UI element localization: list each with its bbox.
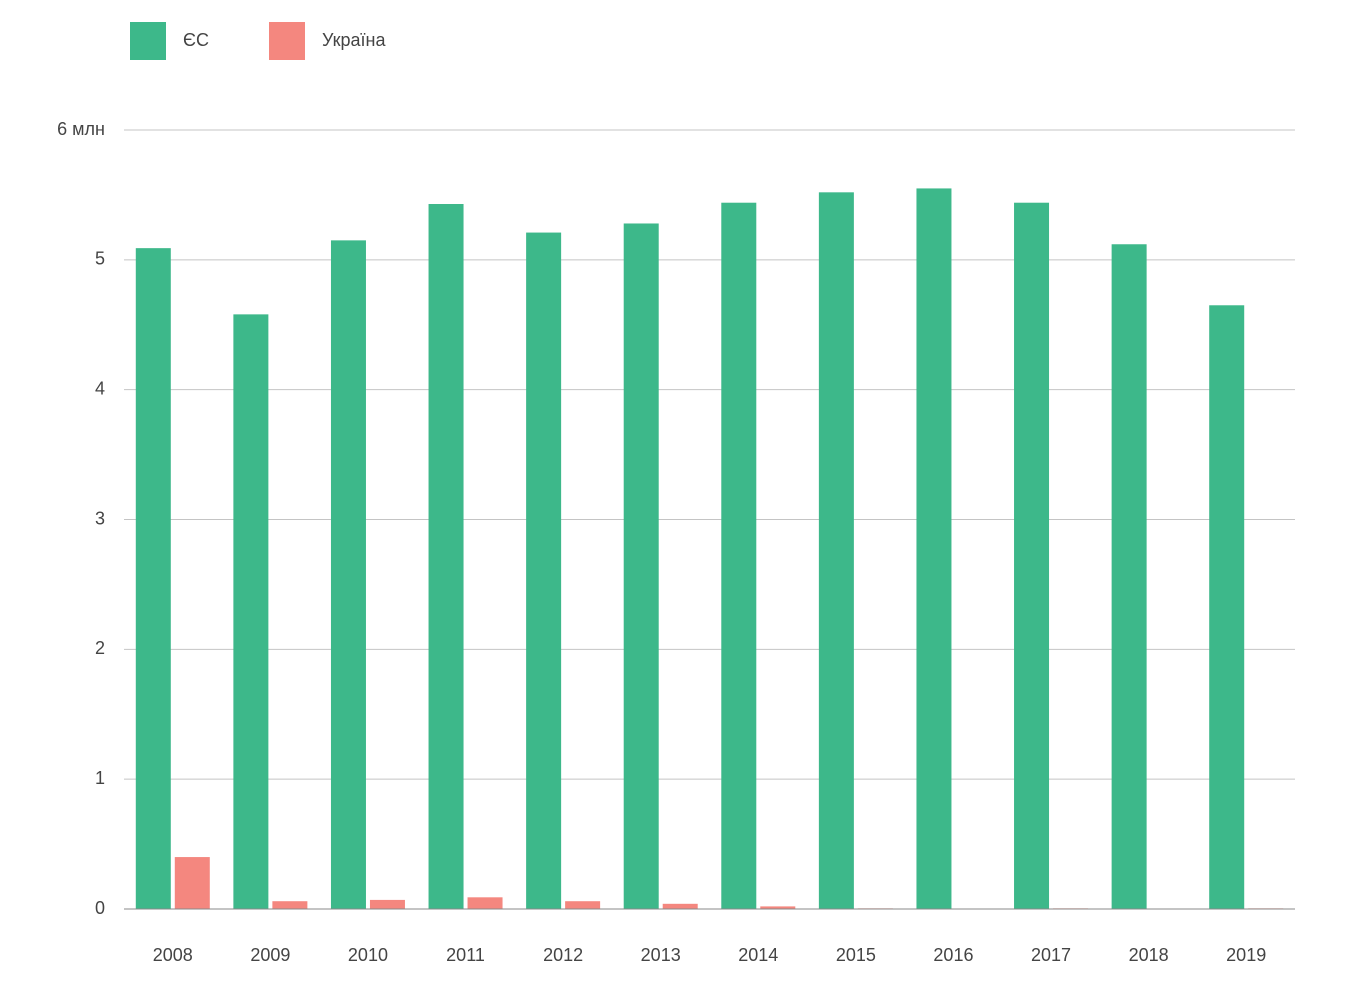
legend-swatch [269,22,305,60]
bar [467,897,503,909]
bar [330,240,366,909]
legend-label: ЄС [183,30,209,50]
x-tick-label: 2014 [738,945,778,965]
bar [174,857,210,909]
bar [526,232,562,909]
y-tick-label: 3 [95,508,105,528]
bar [233,314,269,909]
x-tick-label: 2015 [836,945,876,965]
y-tick-label: 4 [95,378,105,398]
legend-label: Україна [322,30,386,50]
y-tick-label: 0 [95,898,105,918]
bar [565,901,601,909]
bar [272,901,308,909]
bar [369,899,405,909]
legend-swatch [130,22,166,60]
x-tick-label: 2010 [348,945,388,965]
x-tick-label: 2011 [446,945,485,965]
y-tick-label: 5 [95,249,105,269]
y-tick-label: 1 [95,768,105,788]
bar [662,903,698,909]
bar [760,906,796,909]
x-tick-label: 2008 [153,945,193,965]
x-tick-label: 2012 [543,945,583,965]
bar [818,192,854,909]
bar [623,223,659,910]
bar [1014,202,1050,909]
x-tick-label: 2017 [1031,945,1071,965]
x-tick-label: 2013 [641,945,681,965]
bar [1111,244,1147,910]
y-tick-label: 6 млн [57,119,105,139]
bar [428,204,464,909]
bar [721,202,757,909]
bar [1209,305,1245,909]
x-tick-label: 2016 [933,945,973,965]
y-tick-label: 2 [95,638,105,658]
x-tick-label: 2009 [250,945,290,965]
bar [135,248,171,910]
x-tick-label: 2019 [1226,945,1266,965]
x-tick-label: 2018 [1129,945,1169,965]
bar [916,188,952,910]
